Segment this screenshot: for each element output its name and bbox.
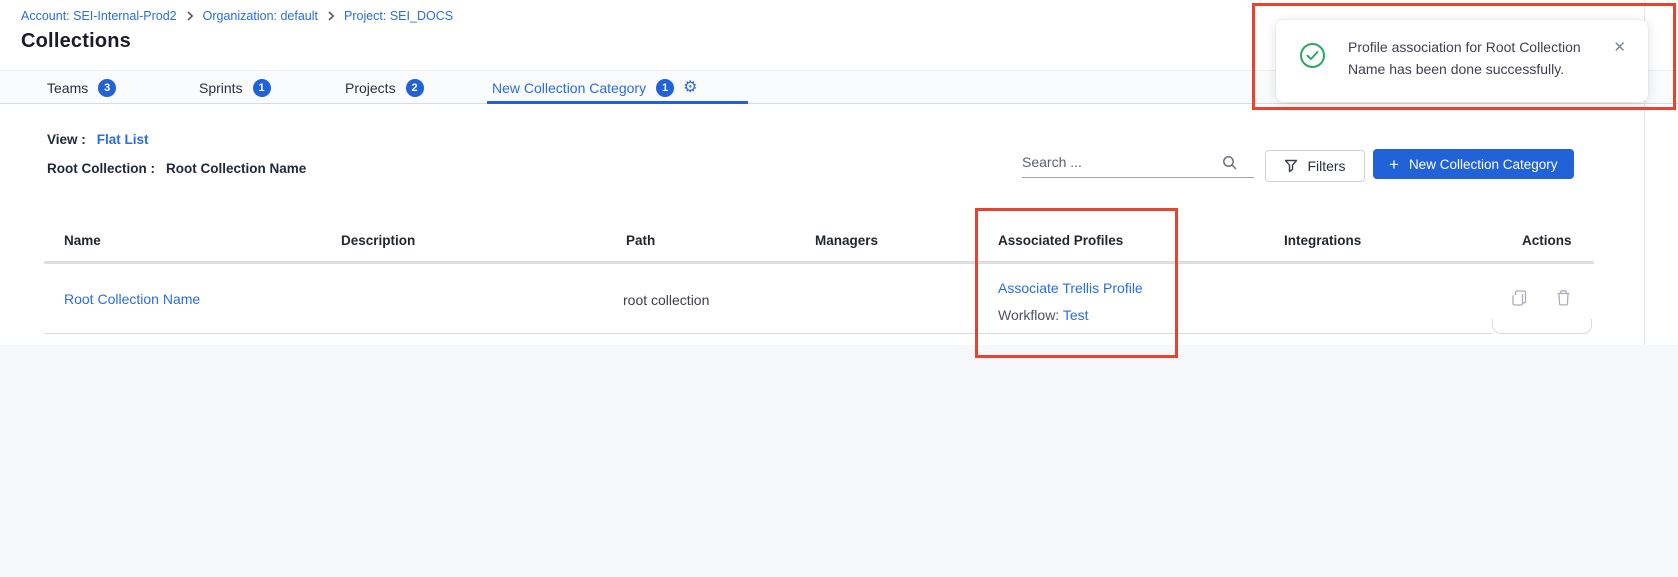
copy-icon [1510, 289, 1528, 310]
tab-count-badge: 1 [252, 78, 271, 97]
filters-label: Filters [1307, 158, 1346, 174]
root-collection-label: Root Collection : [47, 161, 155, 176]
root-collection-value: Root Collection Name [166, 161, 307, 176]
plus-icon: + [1389, 154, 1399, 174]
view-label: View : [47, 132, 86, 147]
table-header-divider [44, 261, 1594, 264]
tab-projects[interactable]: Projects 2 [345, 71, 424, 104]
breadcrumb: Account: SEI-Internal-Prod2 Organization… [21, 9, 453, 23]
toast-message-line1: Profile association for Root Collection [1348, 39, 1581, 55]
page-title: Collections [21, 30, 131, 52]
column-header-actions: Actions [1522, 233, 1572, 248]
toast-close-button[interactable]: ✕ [1609, 34, 1630, 60]
tab-count-badge: 2 [405, 78, 424, 97]
toast-message: Profile association for Root Collection … [1348, 36, 1581, 80]
tab-new-collection-category[interactable]: New Collection Category 1 ⚙ [492, 71, 697, 104]
search-input[interactable] [1022, 150, 1254, 178]
tab-count-badge: 3 [98, 78, 117, 97]
toast-message-line2: Name has been done successfully. [1348, 61, 1565, 77]
workflow-cell: Workflow: Test [998, 307, 1089, 323]
success-toast: Profile association for Root Collection … [1276, 20, 1648, 102]
new-collection-category-label: New Collection Category [1408, 156, 1558, 172]
column-header-integrations: Integrations [1284, 233, 1362, 248]
chevron-right-icon [186, 11, 194, 21]
workflow-label: Workflow: [998, 307, 1063, 323]
tab-label: Projects [345, 79, 396, 96]
delete-button[interactable] [1552, 288, 1574, 310]
actions-hover-card [1492, 319, 1592, 334]
tab-count-badge: 1 [656, 78, 675, 97]
path-cell: root collection [623, 292, 710, 308]
active-tab-underline [487, 101, 748, 104]
flat-list-link[interactable]: Flat List [96, 132, 149, 147]
gear-icon[interactable]: ⚙ [683, 78, 698, 96]
row-bottom-border [44, 333, 1492, 334]
search-icon [1222, 155, 1238, 176]
view-row: View : Flat List [47, 132, 149, 147]
breadcrumb-project-link[interactable]: Project: SEI_DOCS [344, 9, 454, 23]
column-header-description: Description [341, 233, 416, 248]
tab-label: New Collection Category [492, 79, 647, 96]
success-check-icon [1299, 42, 1326, 74]
new-collection-category-button[interactable]: + New Collection Category [1373, 149, 1574, 179]
content-right-divider [1644, 0, 1645, 345]
chevron-right-icon [327, 11, 335, 21]
associate-trellis-profile-link[interactable]: Associate Trellis Profile [998, 280, 1143, 296]
column-header-name: Name [64, 233, 101, 248]
trash-icon [1555, 289, 1572, 310]
filter-funnel-icon [1284, 159, 1298, 173]
search-box [1022, 150, 1254, 178]
root-collection-row: Root Collection : Root Collection Name [47, 161, 306, 176]
workflow-test-link[interactable]: Test [1062, 307, 1089, 323]
tab-sprints[interactable]: Sprints 1 [199, 71, 271, 104]
tab-label: Sprints [199, 79, 243, 96]
column-header-path: Path [626, 233, 656, 248]
column-header-managers: Managers [815, 233, 879, 248]
page-background [0, 345, 1678, 577]
tab-label: Teams [47, 79, 89, 96]
tab-teams[interactable]: Teams 3 [47, 71, 117, 104]
column-header-associated-profiles: Associated Profiles [998, 233, 1124, 248]
collection-name-link[interactable]: Root Collection Name [64, 291, 201, 307]
copy-button[interactable] [1508, 288, 1530, 310]
filters-button[interactable]: Filters [1265, 150, 1365, 182]
breadcrumb-organization-link[interactable]: Organization: default [202, 9, 318, 23]
breadcrumb-account-link[interactable]: Account: SEI-Internal-Prod2 [21, 9, 177, 23]
